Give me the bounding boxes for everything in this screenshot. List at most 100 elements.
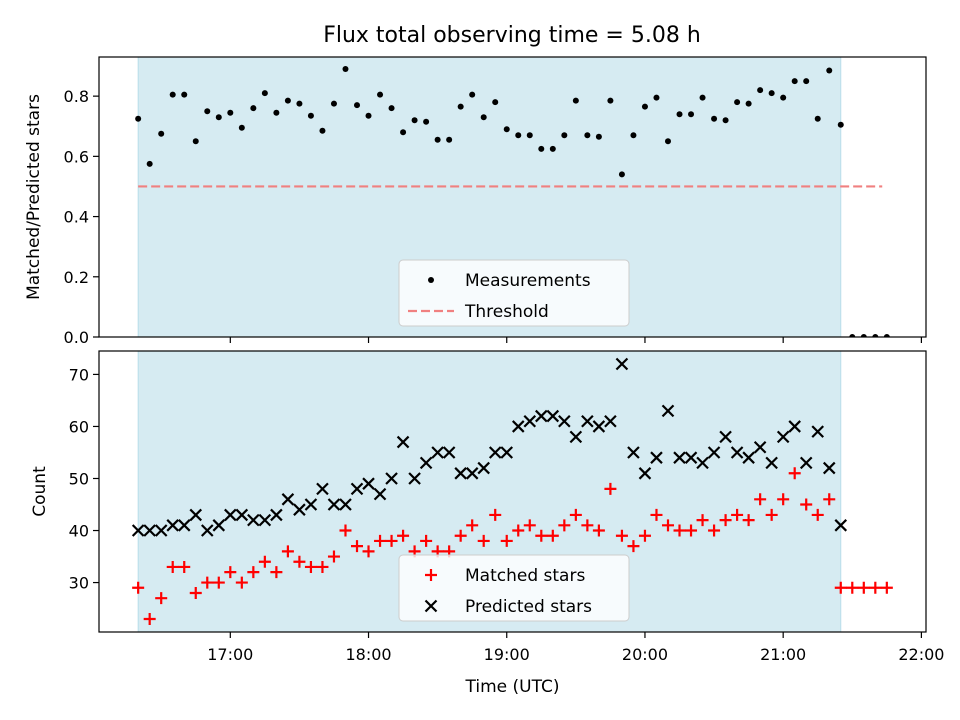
- chart-title: Flux total observing time = 5.08 h: [323, 23, 701, 48]
- data-point: [330, 100, 337, 107]
- data-point: [595, 133, 602, 140]
- data-point: [166, 519, 179, 532]
- data-point: [446, 136, 453, 143]
- data-point: [154, 524, 168, 537]
- data-point: [465, 467, 479, 480]
- data-point: [837, 121, 844, 128]
- data-point: [434, 136, 441, 143]
- data-point: [489, 508, 502, 521]
- legend: Matched stars Predicted stars: [398, 554, 630, 622]
- data-point: [788, 420, 801, 433]
- data-point: [731, 508, 744, 521]
- data-point: [685, 524, 698, 537]
- data-point: [304, 560, 317, 573]
- data-point: [411, 117, 418, 124]
- y-tick-label: 30: [69, 574, 89, 593]
- data-point: [457, 103, 464, 110]
- data-point: [362, 477, 375, 490]
- data-point: [546, 529, 559, 542]
- data-point: [284, 97, 291, 104]
- x-tick-label: 21:00: [760, 645, 806, 664]
- data-point: [396, 435, 410, 449]
- data-point: [523, 414, 537, 428]
- data-point: [535, 409, 548, 423]
- data-point: [618, 171, 625, 178]
- data-point: [212, 519, 226, 532]
- data-point: [503, 126, 510, 133]
- data-point: [673, 451, 686, 464]
- data-point: [834, 581, 847, 594]
- data-point: [511, 420, 525, 433]
- y-tick-label: 0.2: [64, 268, 89, 287]
- y-axis-label: Count: [30, 466, 50, 517]
- legend-entry: Predicted stars: [465, 597, 592, 617]
- data-point: [558, 414, 571, 428]
- data-point: [388, 105, 395, 112]
- data-point: [872, 334, 879, 337]
- x-tick-label: 18:00: [345, 645, 391, 664]
- matched-ratio-panel: 0.0 0.2 0.4 0.6 0.8 Matched/Predicted stars Me…: [24, 56, 927, 347]
- data-point: [826, 67, 833, 74]
- x-tick-label: 20:00: [622, 645, 668, 664]
- data-point: [431, 446, 444, 459]
- data-point: [135, 115, 142, 122]
- data-point: [143, 524, 156, 537]
- data-point: [247, 513, 260, 527]
- legend-box: [398, 259, 630, 327]
- data-point: [146, 160, 153, 167]
- data-point: [327, 498, 341, 511]
- data-point: [454, 467, 467, 480]
- data-point: [339, 524, 352, 537]
- data-point: [200, 524, 214, 537]
- data-point: [630, 132, 637, 139]
- data-point: [488, 446, 502, 459]
- data-point: [189, 586, 202, 599]
- data-point: [799, 456, 813, 470]
- data-point: [224, 566, 237, 579]
- data-point: [823, 493, 836, 506]
- legend-marker: [424, 599, 438, 613]
- data-point: [696, 514, 709, 527]
- data-point: [650, 508, 663, 521]
- data-point: [638, 467, 652, 480]
- data-point: [238, 124, 245, 131]
- data-point: [604, 414, 617, 428]
- data-point: [397, 529, 410, 542]
- data-point: [538, 145, 545, 152]
- data-point: [757, 87, 764, 94]
- plot-area: [135, 66, 890, 337]
- data-point: [281, 493, 295, 506]
- data-point: [339, 498, 352, 511]
- data-point: [535, 529, 548, 542]
- data-point: [699, 94, 706, 101]
- data-point: [860, 334, 867, 337]
- series-predicted-stars: [131, 357, 848, 537]
- data-point: [469, 91, 476, 98]
- data-point: [730, 446, 744, 459]
- data-point: [224, 508, 237, 522]
- data-point: [719, 514, 732, 527]
- data-point: [365, 112, 372, 119]
- data-point: [584, 132, 591, 139]
- data-point: [592, 524, 605, 537]
- data-point: [581, 519, 594, 532]
- axes-frame: [98, 350, 927, 633]
- data-point: [385, 534, 398, 547]
- data-point: [454, 529, 467, 542]
- y-tick-label: 50: [69, 469, 89, 488]
- data-point: [546, 409, 560, 423]
- data-point: [661, 404, 675, 418]
- data-point: [350, 482, 364, 496]
- data-point: [327, 550, 340, 563]
- data-point: [707, 446, 721, 459]
- x-tick-label: 17:00: [207, 645, 253, 664]
- data-point: [734, 99, 741, 106]
- data-point: [215, 114, 222, 121]
- y-tick-label: 60: [69, 417, 89, 436]
- data-point: [466, 519, 479, 532]
- data-point: [480, 114, 487, 121]
- data-point: [442, 446, 456, 459]
- data-point: [814, 115, 821, 122]
- data-point: [373, 487, 387, 501]
- data-point: [708, 524, 721, 537]
